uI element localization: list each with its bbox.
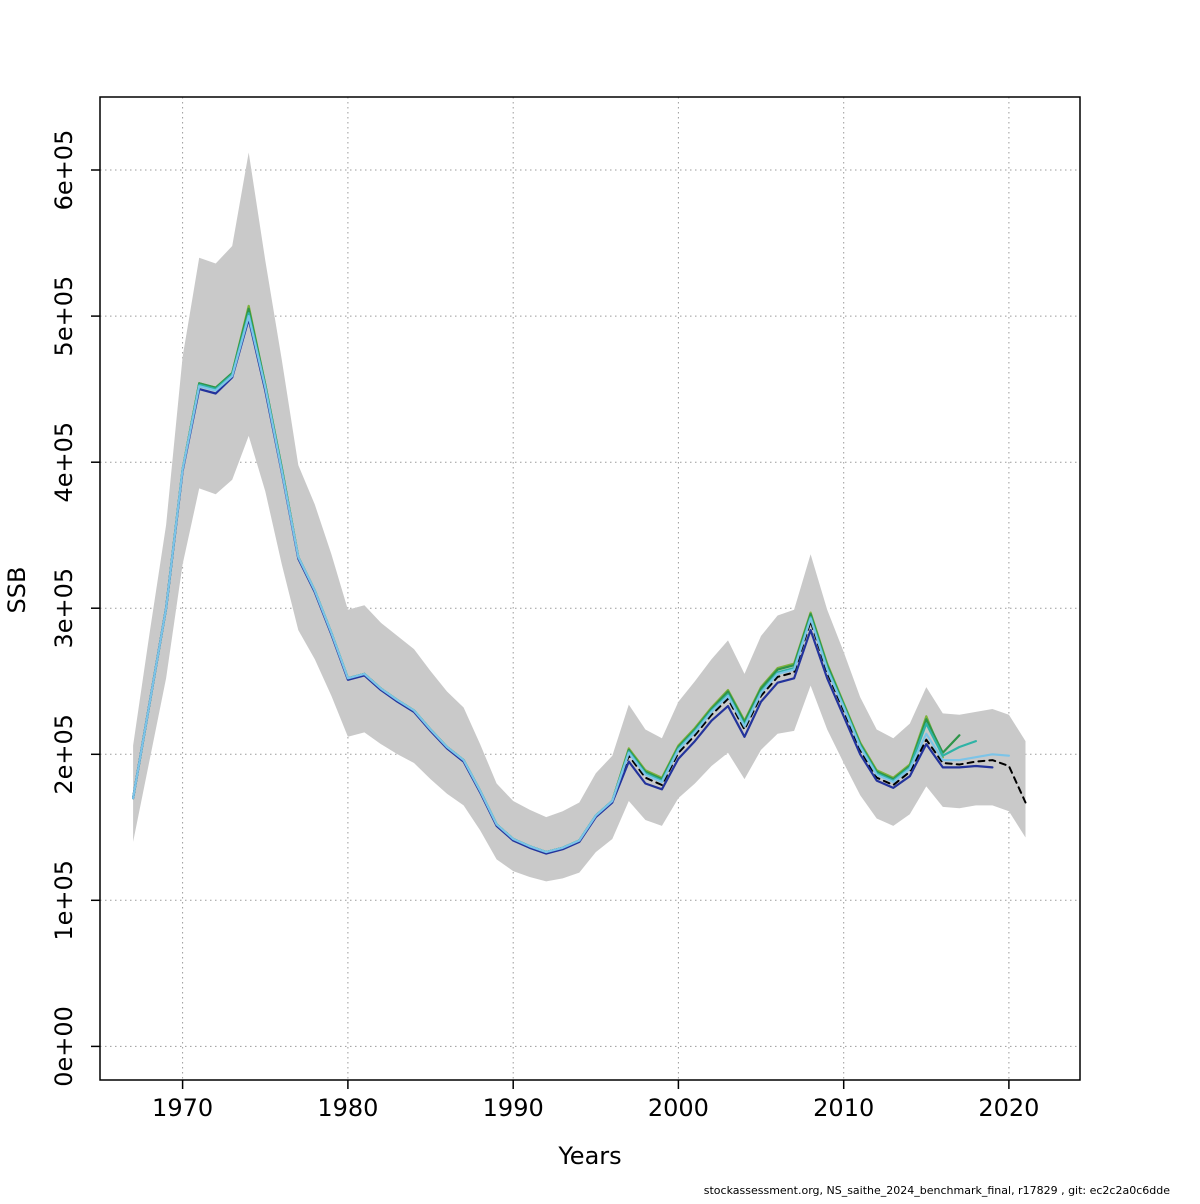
axis-ticks	[91, 169, 1010, 1089]
confidence-band	[133, 152, 1026, 882]
y-tick-label: 6e+05	[50, 130, 78, 211]
x-tick-label: 1990	[483, 1094, 544, 1122]
x-axis-title: Years	[558, 1142, 622, 1170]
y-tick-label: 3e+05	[50, 568, 78, 649]
y-tick-label: 5e+05	[50, 276, 78, 357]
y-axis-title: SSB	[3, 566, 31, 614]
plot-border	[99, 96, 1081, 1081]
gridlines	[100, 97, 1080, 1080]
y-tick-label: 1e+05	[50, 860, 78, 941]
x-tick-label: 2020	[978, 1094, 1039, 1122]
x-tick-label: 1980	[317, 1094, 378, 1122]
series-retro-2020	[132, 315, 1011, 854]
footer-attribution: stockassessment.org, NS_saithe_2024_benc…	[703, 1184, 1170, 1197]
y-tick-label: 2e+05	[50, 714, 78, 795]
y-tick-label: 4e+05	[50, 422, 78, 503]
x-tick-label: 1970	[152, 1094, 213, 1122]
x-tick-label: 2010	[813, 1094, 874, 1122]
y-tick-label: 0e+00	[50, 1006, 78, 1087]
x-tick-label: 2000	[648, 1094, 709, 1122]
